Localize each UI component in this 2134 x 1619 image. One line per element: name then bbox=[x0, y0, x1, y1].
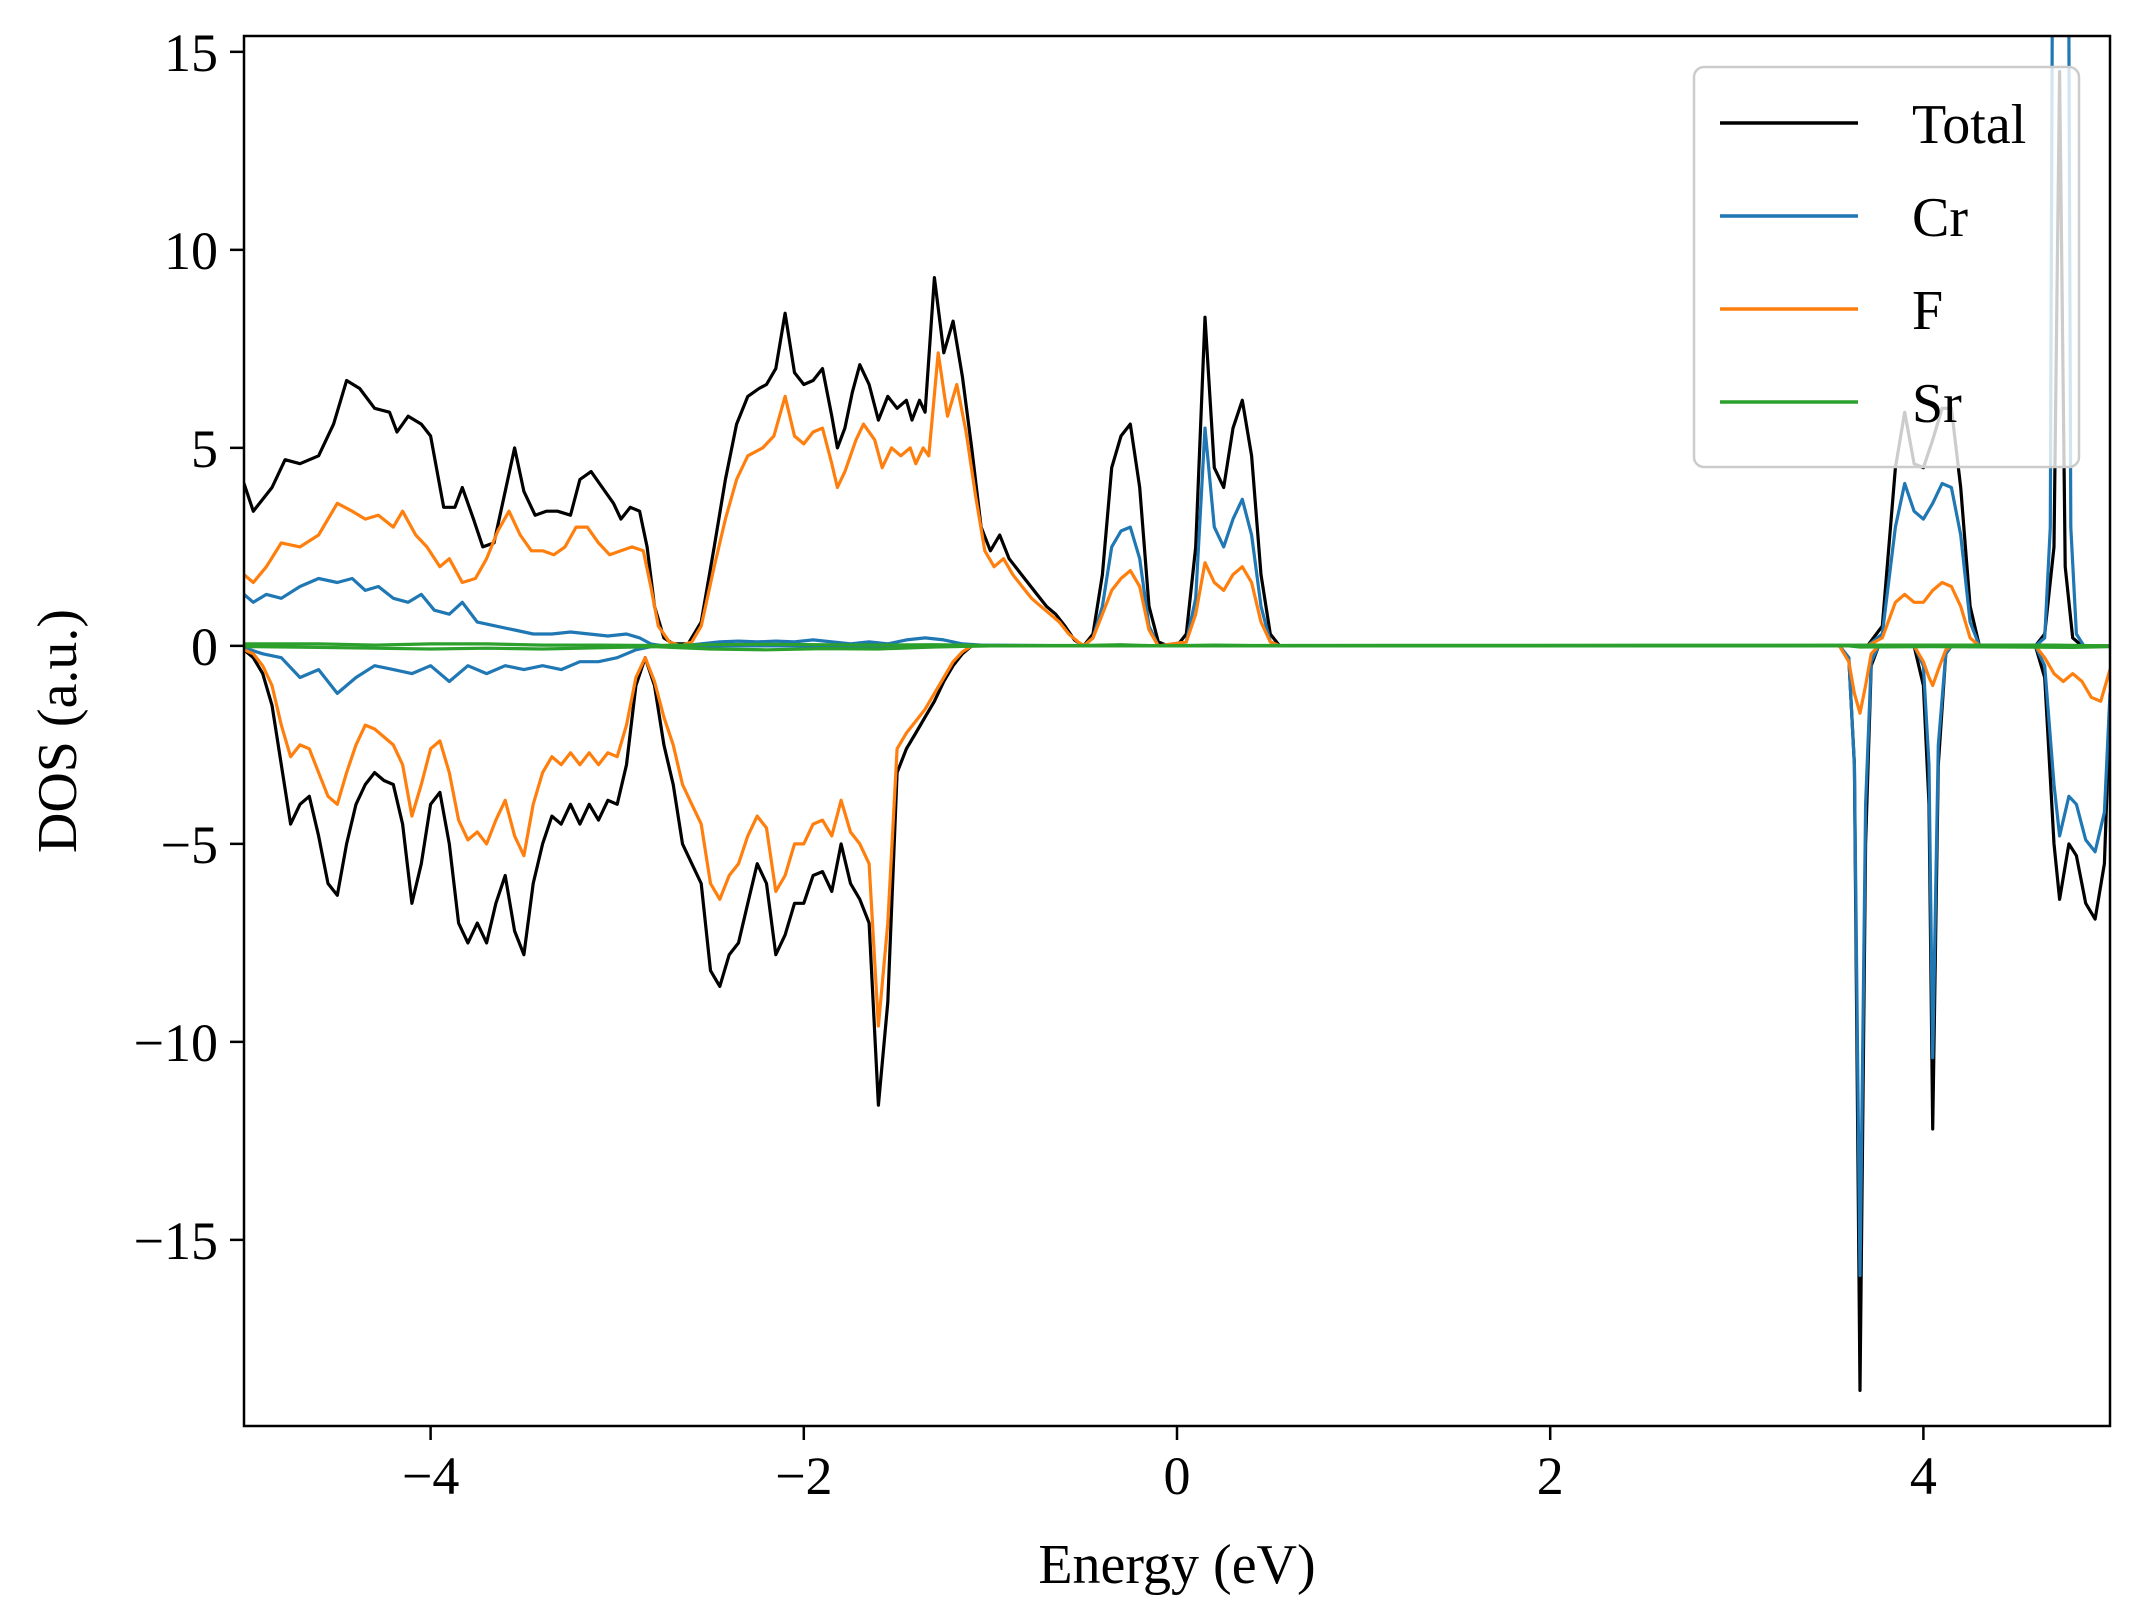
y-tick-label: 0 bbox=[191, 617, 218, 677]
legend-box bbox=[1692, 65, 2081, 469]
x-tick-label: −4 bbox=[402, 1446, 459, 1506]
y-tick-label: 10 bbox=[164, 221, 218, 281]
x-tick-label: 2 bbox=[1537, 1446, 1564, 1506]
legend-label-f: F bbox=[1912, 280, 1943, 342]
axes-frame bbox=[242, 34, 2112, 1428]
series-line-cr-spin-up bbox=[244, 36, 2054, 648]
legend: Total Cr F Sr bbox=[1692, 65, 2081, 469]
x-axis-label: Energy (eV) bbox=[1038, 1534, 1315, 1596]
legend-label-sr: Sr bbox=[1912, 373, 1962, 435]
series-line-total-spin-up bbox=[244, 70, 2110, 648]
x-tick-label: −2 bbox=[775, 1446, 832, 1506]
y-tick-label: −10 bbox=[134, 1013, 218, 1073]
y-tick-label: −5 bbox=[161, 815, 218, 875]
legend-label-cr: Cr bbox=[1912, 187, 1968, 249]
series-line-sr-spin-down bbox=[244, 644, 2110, 652]
y-tick-label: 15 bbox=[164, 23, 218, 83]
y-tick-label: 5 bbox=[191, 419, 218, 479]
x-tick-label: 0 bbox=[1164, 1446, 1191, 1506]
series-layer bbox=[244, 36, 2110, 1392]
x-axis-ticks: −4 −2 0 2 4 bbox=[402, 1426, 1937, 1506]
x-tick-label: 4 bbox=[1910, 1446, 1937, 1506]
legend-label-total: Total bbox=[1912, 94, 2026, 156]
y-axis-label: DOS (a.u.) bbox=[27, 609, 89, 853]
series-line-f-spin-down bbox=[244, 644, 2110, 1028]
series-line-f-spin-up bbox=[244, 351, 2110, 648]
y-tick-label: −15 bbox=[134, 1211, 218, 1271]
y-axis-ticks: −15 −10 −5 0 5 10 15 bbox=[134, 23, 244, 1271]
